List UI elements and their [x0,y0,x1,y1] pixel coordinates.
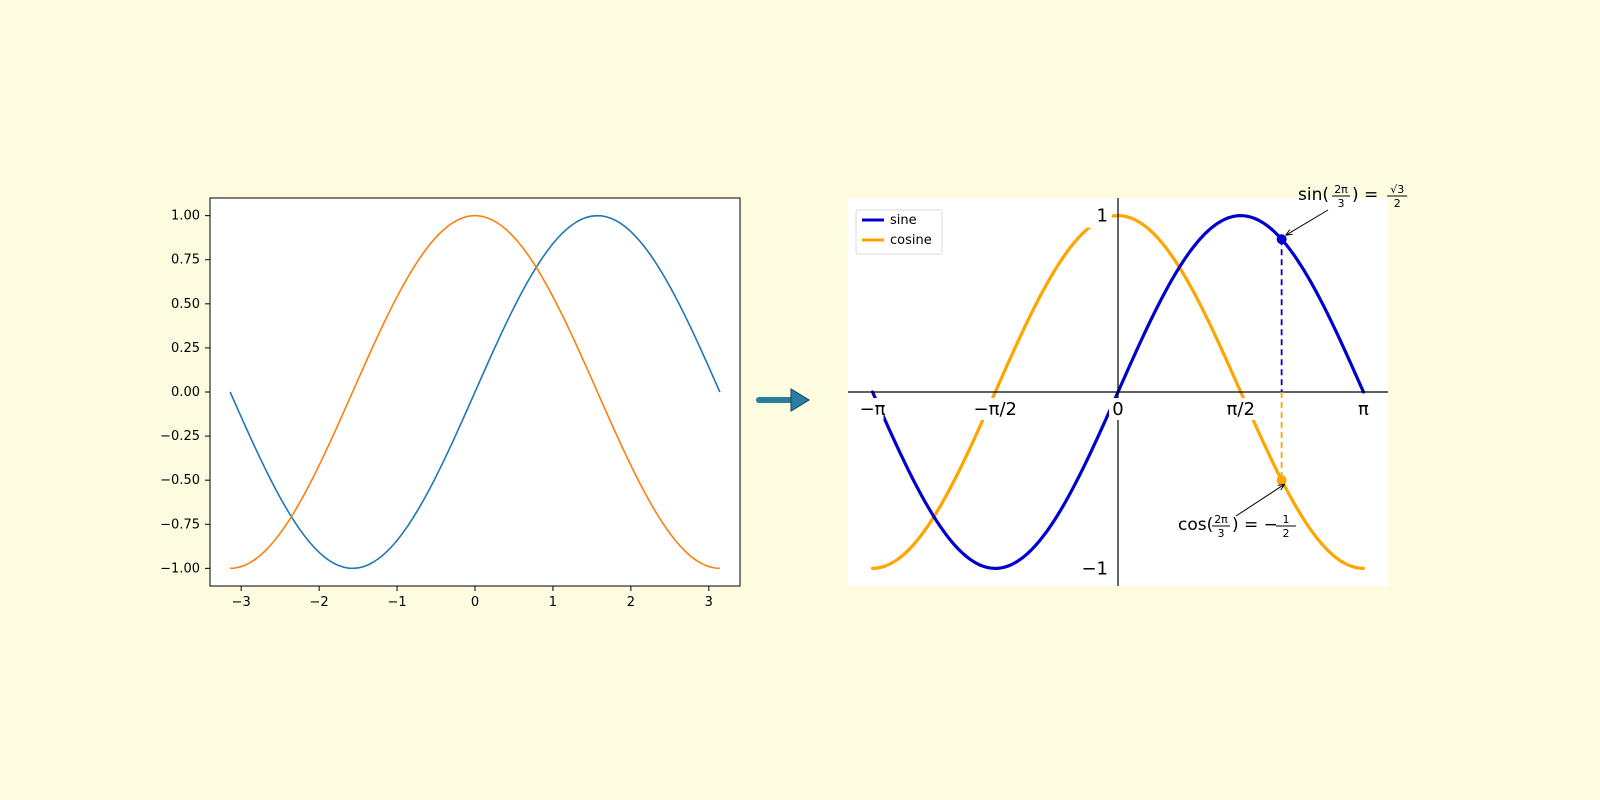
left-ytick-label: 0.25 [171,341,200,356]
left-xtick-label: 0 [471,595,479,610]
left-xtick-label: −1 [387,595,406,610]
svg-text:) = −: ) = − [1232,515,1278,535]
left-xtick-label: 1 [549,595,557,610]
right-xtick-label: π [1358,399,1369,420]
legend-label: sine [890,213,917,228]
right-xtick-label: 0 [1112,399,1123,420]
svg-text:1: 1 [1283,513,1290,526]
svg-text:2: 2 [1283,527,1290,540]
svg-text:3: 3 [1218,527,1225,540]
marker-dot-sin [1277,234,1287,244]
left-xtick-label: −3 [232,595,251,610]
svg-text:√3: √3 [1390,183,1404,196]
svg-text:3: 3 [1338,197,1345,210]
left-xtick-label: 2 [627,595,635,610]
svg-text:2π: 2π [1214,513,1228,526]
left-ytick-label: 0.75 [171,253,200,268]
right-ytick-label: −1 [1081,558,1108,579]
left-ytick-label: −0.25 [160,429,200,444]
left-ytick-label: 0.50 [171,297,200,312]
left-ytick-label: 1.00 [171,209,200,224]
figure-svg: −3−2−10123−1.00−0.75−0.50−0.250.000.250.… [0,0,1600,800]
svg-text:2π: 2π [1334,183,1348,196]
left-ytick-label: −0.50 [160,473,200,488]
svg-text:) =: ) = [1352,185,1378,205]
left-xtick-label: 3 [705,595,713,610]
figure-canvas: −3−2−10123−1.00−0.75−0.50−0.250.000.250.… [0,0,1600,800]
svg-text:cos(: cos( [1178,515,1213,535]
right-xtick-label: −π [860,399,886,420]
svg-text:2: 2 [1394,197,1401,210]
right-ytick-label: 1 [1097,206,1108,227]
svg-text:sin(: sin( [1298,185,1329,205]
left-ytick-label: −0.75 [160,517,200,532]
left-ytick-label: −1.00 [160,561,200,576]
legend-label: cosine [890,233,932,248]
left-xtick-label: −2 [310,595,329,610]
left-ytick-label: 0.00 [171,385,200,400]
transition-arrow-head [791,389,809,411]
marker-dot-cos [1277,475,1287,485]
right-xtick-label: −π/2 [974,399,1017,420]
right-xtick-label: π/2 [1227,399,1255,420]
